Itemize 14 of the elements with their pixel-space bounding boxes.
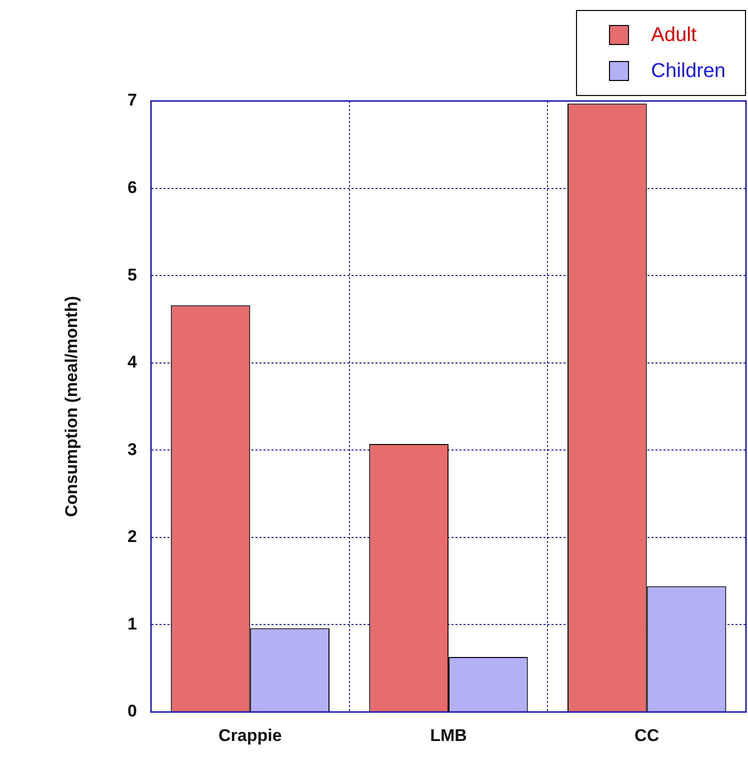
legend-label: Children <box>651 60 726 82</box>
y-axis-title: Consumption (meal/month) <box>62 296 81 517</box>
y-tick-label: 5 <box>128 265 137 284</box>
y-tick-label: 1 <box>128 614 137 634</box>
x-tick-label: CC <box>634 726 660 745</box>
x-tick-label: LMB <box>430 726 467 745</box>
y-tick-label: 6 <box>128 178 137 197</box>
legend-label: Adult <box>651 24 697 46</box>
y-tick-label: 4 <box>128 352 138 372</box>
y-tick-label: 3 <box>128 440 137 459</box>
y-tick-label: 0 <box>128 702 137 721</box>
y-tick-label: 2 <box>128 527 137 546</box>
x-tick-label: Crappie <box>218 726 282 745</box>
y-tick-label: 7 <box>128 90 137 110</box>
